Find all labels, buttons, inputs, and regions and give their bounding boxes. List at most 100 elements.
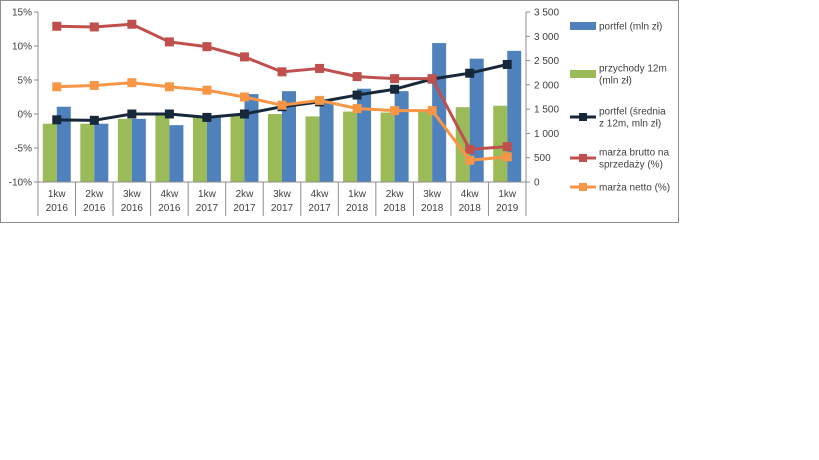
right-tick-label-0: 3 500 [534,8,559,19]
line-portfel-srednia-point-9 [390,84,400,94]
bar-przychody-2 [117,118,132,182]
category-label-4-quarter: 1kw [198,189,217,200]
right-tick-label-2: 2 500 [534,56,559,67]
line-marza-netto-point-2 [127,78,137,88]
category-label-11-quarter: 4kw [461,189,480,200]
line-marza-brutto-point-8 [352,72,362,82]
bar-przychody-7 [305,116,320,182]
bar-portfel-3 [169,125,184,182]
bar-przychody-0 [42,123,57,182]
bar-portfel-4 [206,117,221,182]
bar-przychody-5 [230,114,245,182]
line-marza-brutto-point-9 [390,74,400,84]
category-label-11-year: 2018 [459,203,482,214]
bar-przychody-8 [343,111,358,182]
line-marza-brutto-point-6 [277,67,287,77]
line-marza-netto-point-1 [89,80,99,90]
bar-przychody-3 [155,114,170,182]
category-label-10-quarter: 3kw [423,189,442,200]
legend-swatch-marker-4 [579,183,587,191]
legend-label-2-line-0: portfel (średnia [599,107,666,118]
category-label-5-quarter: 2kw [236,189,255,200]
bar-portfel-9 [394,91,409,182]
bar-portfel-12 [507,50,522,182]
category-label-6-year: 2017 [271,203,294,214]
bar-portfel-6 [282,91,296,182]
line-portfel-srednia-point-8 [352,90,362,100]
category-label-6-quarter: 3kw [273,189,292,200]
bar-przychody-4 [192,117,207,182]
category-label-8-quarter: 1kw [348,189,367,200]
category-label-9-year: 2018 [383,203,406,214]
line-marza-brutto-point-12 [502,142,512,152]
line-portfel-srednia-point-2 [127,109,137,119]
category-label-2-year: 2016 [121,203,144,214]
line-marza-netto-point-9 [390,106,400,116]
category-label-8-year: 2018 [346,203,369,214]
left-tick-label-0: 15% [12,8,32,19]
category-label-12-year: 2019 [496,203,519,214]
legend-label-2-line-1: z 12m, mln zł) [599,119,661,130]
category-label-2-quarter: 3kw [123,189,142,200]
category-label-7-year: 2017 [308,203,331,214]
category-label-0-year: 2016 [46,203,69,214]
legend-label-1-line-0: przychody 12m [599,64,667,75]
left-tick-label-2: 5% [18,76,33,87]
bar-przychody-12 [493,105,508,182]
line-marza-netto-point-3 [164,82,174,92]
category-label-3-quarter: 4kw [160,189,179,200]
line-portfel-srednia-point-4 [202,112,212,122]
right-tick-label-6: 500 [534,153,551,164]
legend-swatch-marker-3 [579,154,587,162]
line-marza-netto-point-0 [52,82,62,92]
bar-portfel-7 [319,101,334,182]
line-portfel-srednia-point-3 [164,109,174,119]
right-tick-label-5: 1 000 [534,129,559,140]
line-marza-netto-point-8 [352,104,362,114]
bar-przychody-10 [418,109,433,182]
legend-swatch-1 [570,70,596,78]
line-marza-netto-point-12 [502,152,512,162]
line-marza-brutto-point-10 [427,74,437,84]
legend-label-4-line-0: marża netto (%) [599,183,670,194]
legend-label-0-line-0: portfel (mln zł) [599,22,662,33]
line-marza-brutto-point-11 [465,144,475,154]
line-marza-brutto-point-5 [239,52,249,62]
bar-portfel-5 [244,94,259,182]
bar-portfel-8 [357,88,372,182]
left-tick-label-1: 10% [12,42,32,53]
line-portfel-srednia-point-5 [239,109,249,119]
category-label-5-year: 2017 [233,203,256,214]
category-label-4-year: 2017 [196,203,219,214]
line-marza-brutto-point-2 [127,19,137,29]
line-marza-brutto-point-3 [164,37,174,47]
category-label-9-quarter: 2kw [386,189,405,200]
line-marza-netto-point-6 [277,100,287,110]
bar-portfel-0 [56,106,71,182]
right-tick-label-1: 3 000 [534,32,559,43]
right-tick-label-7: 0 [534,178,540,189]
line-marza-brutto-point-4 [202,42,212,52]
combo-chart: 15% 10% 5% 0% -5% -10% 3 500 3 000 2 500 2 000 1 5… [9,8,670,216]
category-label-12-quarter: 1kw [498,189,517,200]
line-portfel-srednia-point-11 [465,68,475,78]
category-label-0-quarter: 1kw [48,189,67,200]
legend-swatch-marker-2 [579,113,587,121]
category-label-7-quarter: 4kw [311,189,330,200]
category-label-10-year: 2018 [421,203,444,214]
line-marza-netto-point-5 [239,92,249,102]
bar-przychody-9 [380,112,395,182]
left-tick-label-5: -10% [9,178,32,189]
line-marza-netto-point-10 [427,106,437,116]
legend-swatch-0 [570,22,596,30]
line-marza-brutto-point-7 [315,63,325,73]
left-tick-label-4: -5% [14,144,32,155]
bar-przychody-6 [268,114,282,182]
line-marza-netto-point-7 [315,95,325,105]
left-tick-label-3: 0% [18,110,33,121]
legend-label-1-line-1: (mln zł) [599,76,632,87]
bar-portfel-1 [94,123,109,182]
line-portfel-srednia-point-0 [52,115,62,125]
bar-portfel-2 [131,118,146,182]
legend-label-3-line-1: sprzedaży (%) [599,160,663,171]
